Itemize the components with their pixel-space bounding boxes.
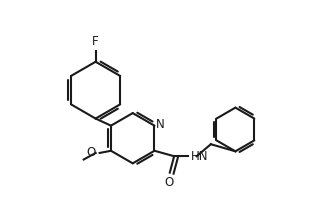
Text: N: N <box>156 118 165 131</box>
Text: O: O <box>86 146 96 159</box>
Text: F: F <box>92 34 99 47</box>
Text: HN: HN <box>191 150 208 163</box>
Text: O: O <box>164 176 173 189</box>
